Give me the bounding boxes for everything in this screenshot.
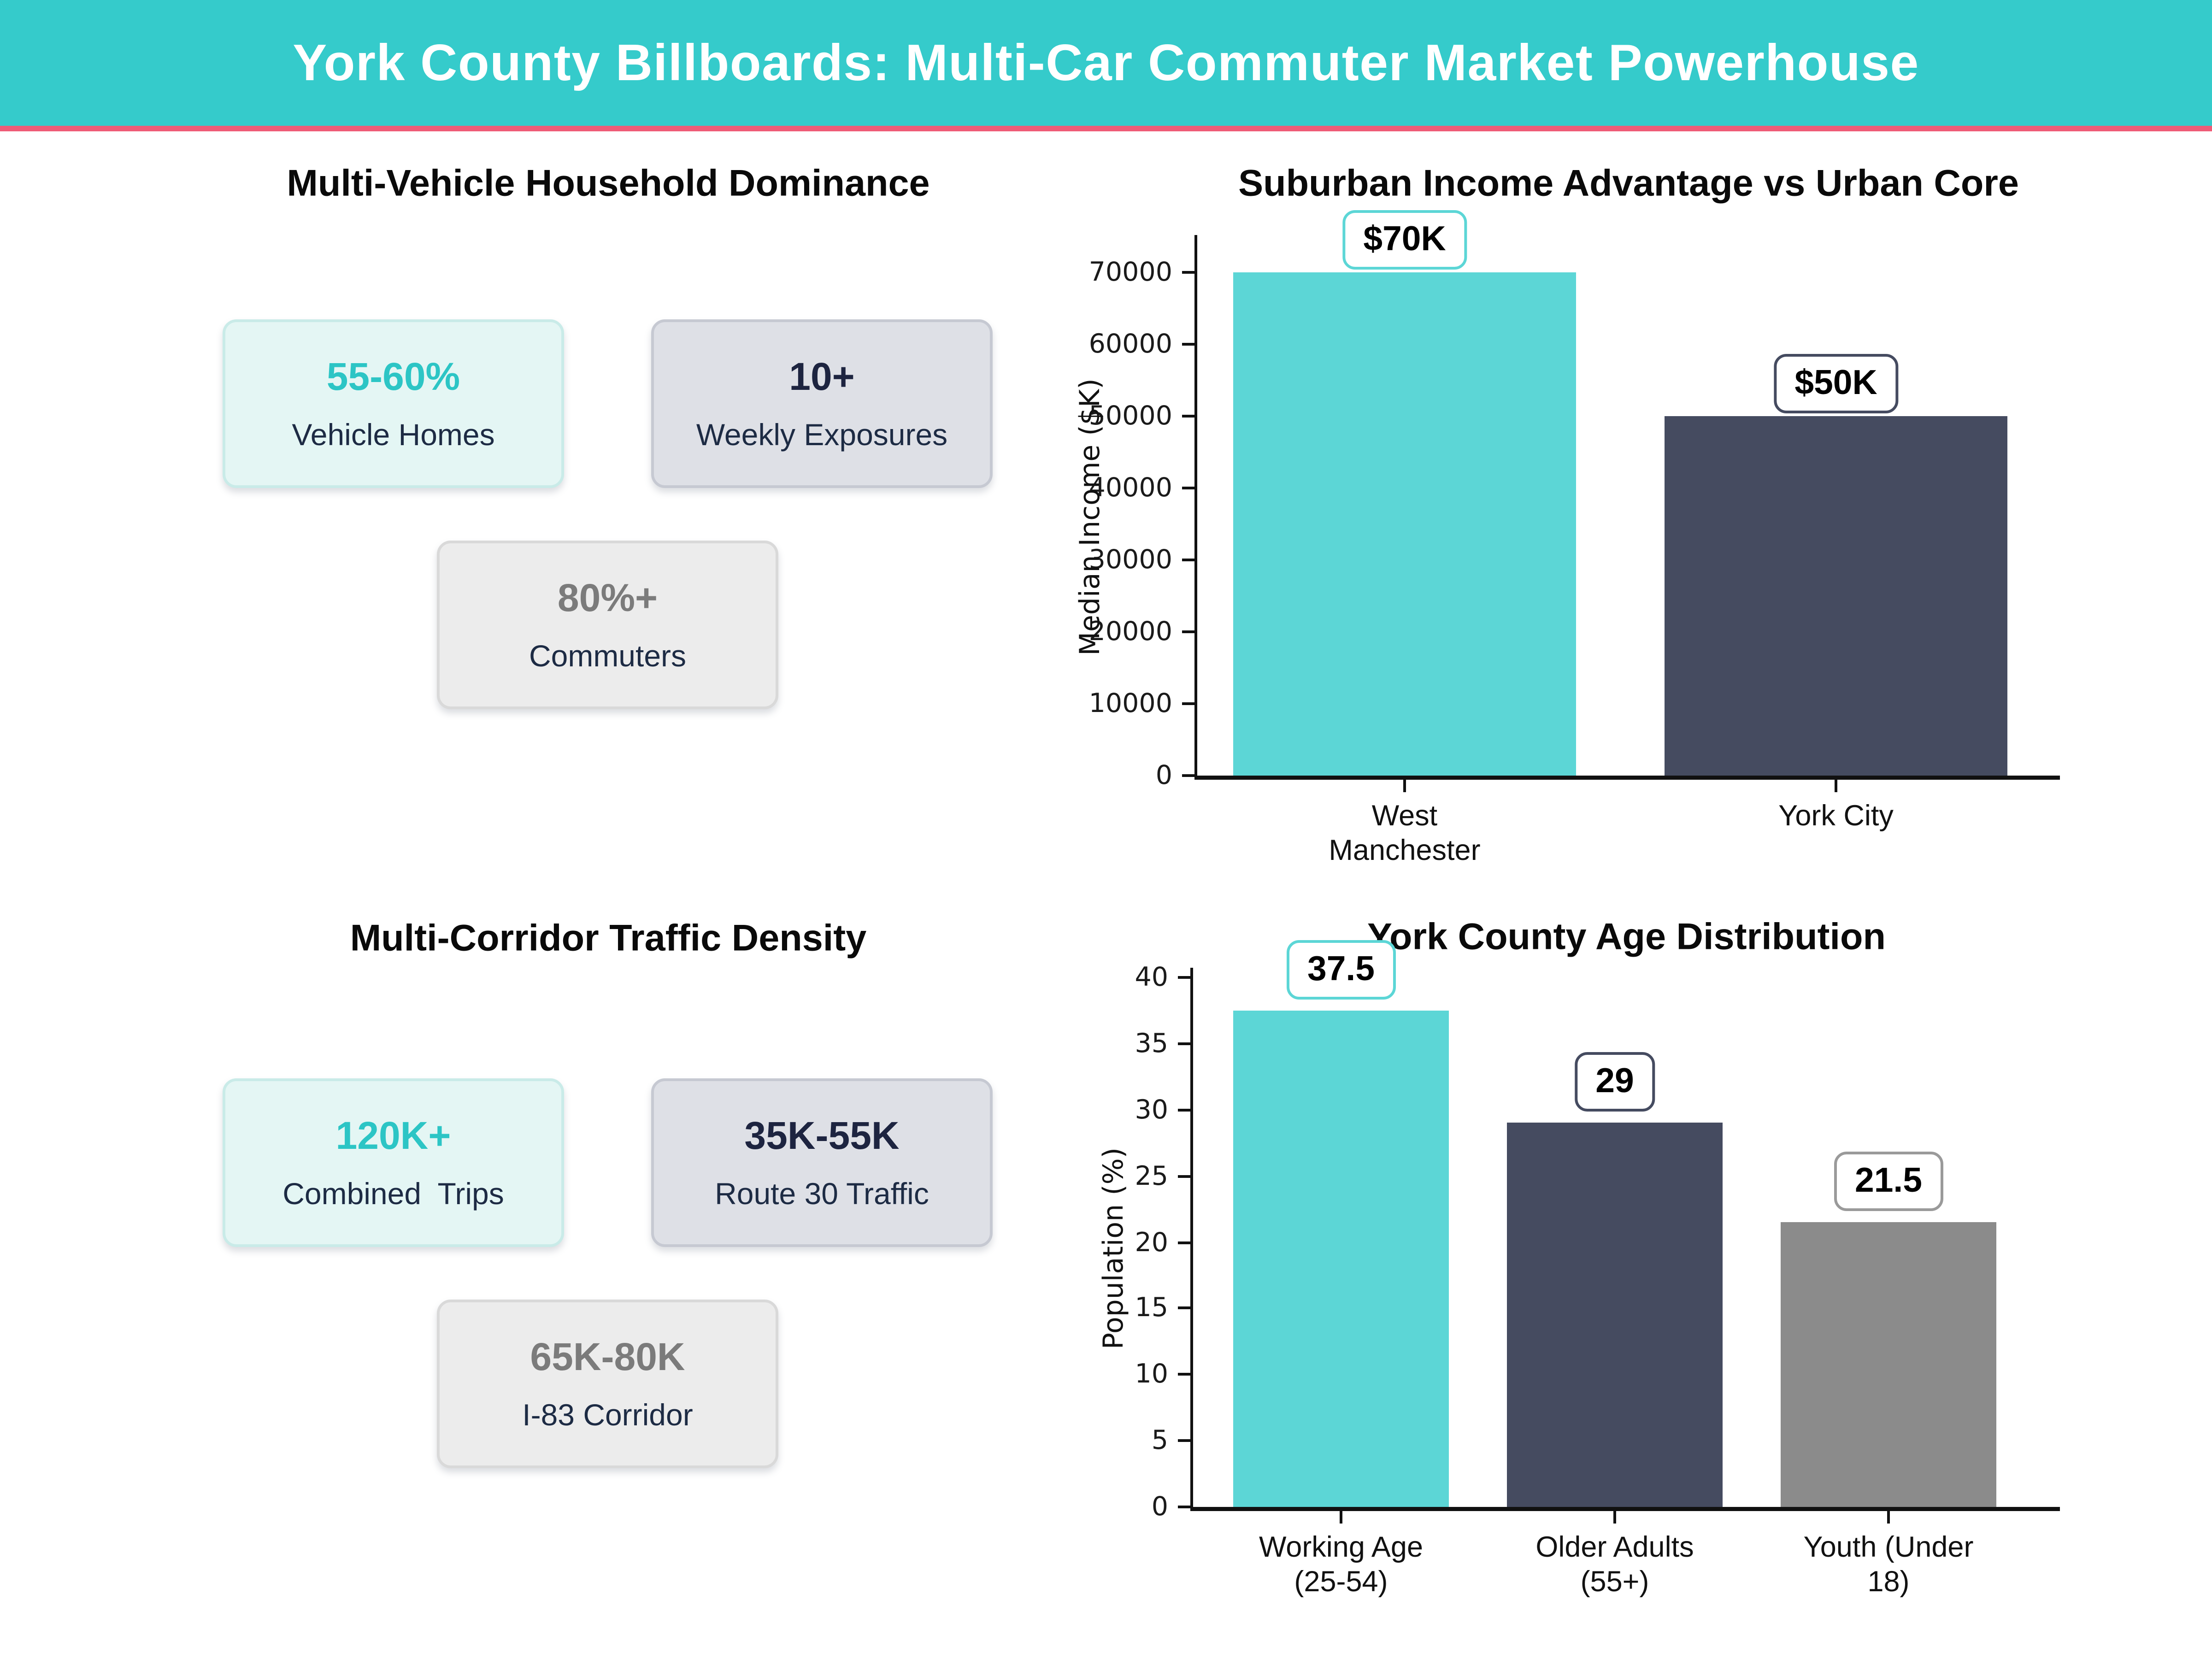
y-tick-label: 35	[1135, 1028, 1168, 1059]
data-label-older-adults-55: 29	[1575, 1052, 1655, 1112]
stat-value: 55-60%	[326, 355, 460, 399]
page-title: York County Billboards: Multi-Car Commut…	[293, 34, 1919, 91]
y-axis-label: Population (%)	[1096, 1147, 1130, 1350]
y-tick-label: 40	[1135, 962, 1168, 993]
x-tick-label: West Manchester	[1329, 800, 1481, 867]
y-tick-label: 10000	[1088, 688, 1172, 719]
data-label-west-manchester: $70K	[1342, 210, 1467, 270]
y-tick-mark	[1178, 1174, 1190, 1177]
y-tick-label: 60000	[1088, 329, 1172, 359]
stat-value: 80%+	[557, 577, 658, 620]
y-tick-label: 10	[1135, 1359, 1168, 1390]
y-tick-label: 30	[1135, 1094, 1168, 1125]
stat-value: 35K-55K	[744, 1114, 900, 1158]
stat-label: Route 30 Traffic	[715, 1176, 929, 1211]
y-tick-mark	[1182, 343, 1194, 346]
stat-label: Vehicle Homes	[292, 417, 495, 452]
x-tick-mark	[1835, 780, 1837, 792]
x-axis-spine	[1190, 1507, 2060, 1511]
data-label-youth-under-18: 21.5	[1834, 1152, 1943, 1212]
chart-title: Suburban Income Advantage vs Urban Core	[1238, 162, 2019, 204]
x-axis-spine	[1194, 776, 2060, 780]
y-tick-label: 0	[1155, 760, 1172, 791]
y-tick-mark	[1182, 774, 1194, 777]
y-axis-spine	[1194, 235, 1197, 776]
stat-value: 65K-80K	[530, 1335, 685, 1379]
stat-label: Commuters	[529, 638, 687, 673]
y-tick-mark	[1182, 487, 1194, 489]
y-tick-label: 50000	[1088, 401, 1172, 431]
y-tick-label: 15	[1135, 1293, 1168, 1324]
x-tick-mark	[1613, 1511, 1616, 1524]
y-tick-label: 5	[1151, 1425, 1168, 1456]
stat-label: Weekly Exposures	[696, 417, 948, 452]
y-tick-mark	[1182, 702, 1194, 705]
x-tick-label: Older Adults (55+)	[1535, 1532, 1694, 1599]
y-tick-label: 30000	[1088, 545, 1172, 575]
y-axis-spine	[1190, 968, 1193, 1507]
x-tick-mark	[1887, 1511, 1890, 1524]
x-tick-mark	[1340, 1511, 1342, 1524]
y-tick-label: 70000	[1088, 257, 1172, 288]
stat-card-route-30-traffic: 35K-55K Route 30 Traffic	[651, 1078, 993, 1247]
y-tick-mark	[1178, 1108, 1190, 1112]
stat-label: Combined Trips	[282, 1176, 504, 1211]
stat-value: 120K+	[335, 1114, 451, 1158]
y-tick-mark	[1182, 630, 1194, 633]
y-tick-mark	[1178, 1042, 1190, 1045]
bar-york-city	[1665, 416, 2007, 776]
y-tick-mark	[1178, 1241, 1190, 1244]
x-tick-label: Working Age (25-54)	[1259, 1532, 1424, 1599]
bar-youth-under-18	[1781, 1222, 1996, 1507]
data-label-working-age-25-54: 37.5	[1286, 940, 1396, 1000]
y-tick-mark	[1178, 1439, 1190, 1442]
stat-card-i83-corridor: 65K-80K I-83 Corridor	[437, 1300, 778, 1468]
stat-label: I-83 Corridor	[522, 1397, 693, 1432]
y-tick-label: 25	[1135, 1160, 1168, 1191]
y-tick-mark	[1178, 1307, 1190, 1310]
header-accent-line	[0, 126, 2212, 131]
y-tick-label: 20	[1135, 1227, 1168, 1258]
stat-value: 10+	[789, 355, 855, 399]
chart-title: York County Age Distribution	[1367, 916, 1886, 958]
stat-card-combined-trips: 120K+ Combined Trips	[223, 1078, 564, 1247]
stat-card-vehicle-homes: 55-60% Vehicle Homes	[223, 319, 564, 488]
x-tick-label: Youth (Under 18)	[1803, 1532, 1974, 1599]
y-tick-label: 0	[1151, 1492, 1168, 1522]
bar-west-manchester	[1233, 272, 1576, 776]
header-banner: York County Billboards: Multi-Car Commut…	[0, 0, 2212, 126]
y-axis-label: Median Income ($K)	[1073, 377, 1106, 655]
y-tick-mark	[1178, 976, 1190, 979]
y-tick-label: 20000	[1088, 617, 1172, 647]
y-tick-label: 40000	[1088, 473, 1172, 503]
y-tick-mark	[1178, 1506, 1190, 1508]
bar-working-age-25-54	[1233, 1010, 1449, 1507]
y-tick-mark	[1182, 415, 1194, 418]
stat-card-weekly-exposures: 10+ Weekly Exposures	[651, 319, 993, 488]
x-tick-label: York City	[1778, 800, 1894, 832]
data-label-york-city: $50K	[1774, 354, 1898, 413]
x-tick-mark	[1403, 780, 1406, 792]
y-tick-mark	[1182, 271, 1194, 274]
traffic-panel-title: Multi-Corridor Traffic Density	[350, 917, 867, 959]
bar-older-adults-55	[1507, 1123, 1723, 1507]
stat-card-commuters: 80%+ Commuters	[437, 541, 778, 709]
households-panel-title: Multi-Vehicle Household Dominance	[287, 162, 930, 204]
y-tick-mark	[1178, 1373, 1190, 1376]
y-tick-mark	[1182, 559, 1194, 561]
